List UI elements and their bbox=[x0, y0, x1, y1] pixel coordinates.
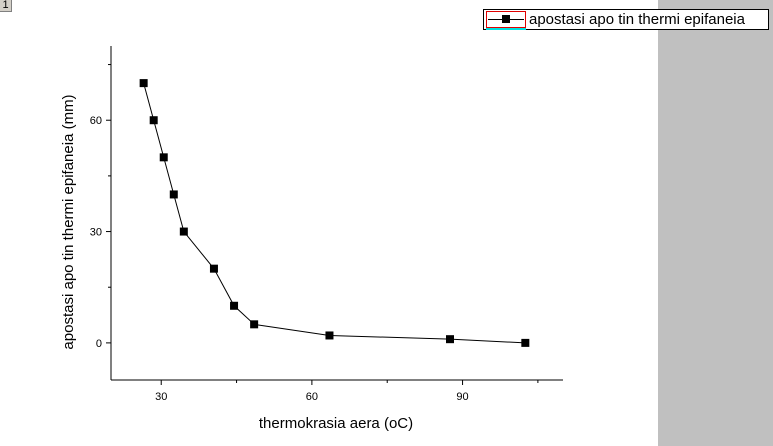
x-tick-label: 90 bbox=[456, 391, 468, 403]
y-axis-title: apostasi apo tin thermi epifaneia (mm) bbox=[60, 94, 77, 349]
data-point-marker bbox=[230, 301, 239, 310]
legend-label: apostasi apo tin thermi epifaneia bbox=[529, 11, 745, 28]
data-point-marker bbox=[250, 320, 259, 329]
data-point-marker bbox=[139, 79, 148, 88]
series-layer bbox=[139, 79, 530, 347]
ticks: 30 60 90 0 30 60 bbox=[90, 64, 539, 403]
gray-side-panel bbox=[658, 0, 773, 446]
data-point-marker bbox=[325, 331, 334, 340]
x-tick-label: 30 bbox=[155, 391, 167, 403]
legend-square-marker bbox=[502, 15, 510, 23]
legend[interactable]: apostasi apo tin thermi epifaneia bbox=[483, 9, 769, 30]
y-tick-label: 30 bbox=[90, 227, 102, 239]
series-line bbox=[143, 82, 526, 344]
x-tick-label: 60 bbox=[306, 391, 318, 403]
data-point-marker bbox=[521, 338, 530, 347]
axes bbox=[110, 46, 563, 381]
data-point-marker bbox=[209, 264, 218, 273]
legend-symbol-frame bbox=[486, 11, 526, 28]
data-point-marker bbox=[446, 335, 454, 344]
data-point-marker bbox=[149, 116, 158, 125]
y-tick-label: 0 bbox=[96, 338, 102, 350]
data-point-marker bbox=[169, 190, 178, 199]
data-point-marker bbox=[179, 227, 188, 236]
legend-underline bbox=[486, 28, 526, 30]
data-point-marker bbox=[159, 153, 168, 162]
y-tick-label: 60 bbox=[90, 115, 102, 127]
x-axis-title: thermokrasia aera (oC) bbox=[259, 415, 413, 432]
layer-tag[interactable]: 1 bbox=[0, 0, 12, 12]
